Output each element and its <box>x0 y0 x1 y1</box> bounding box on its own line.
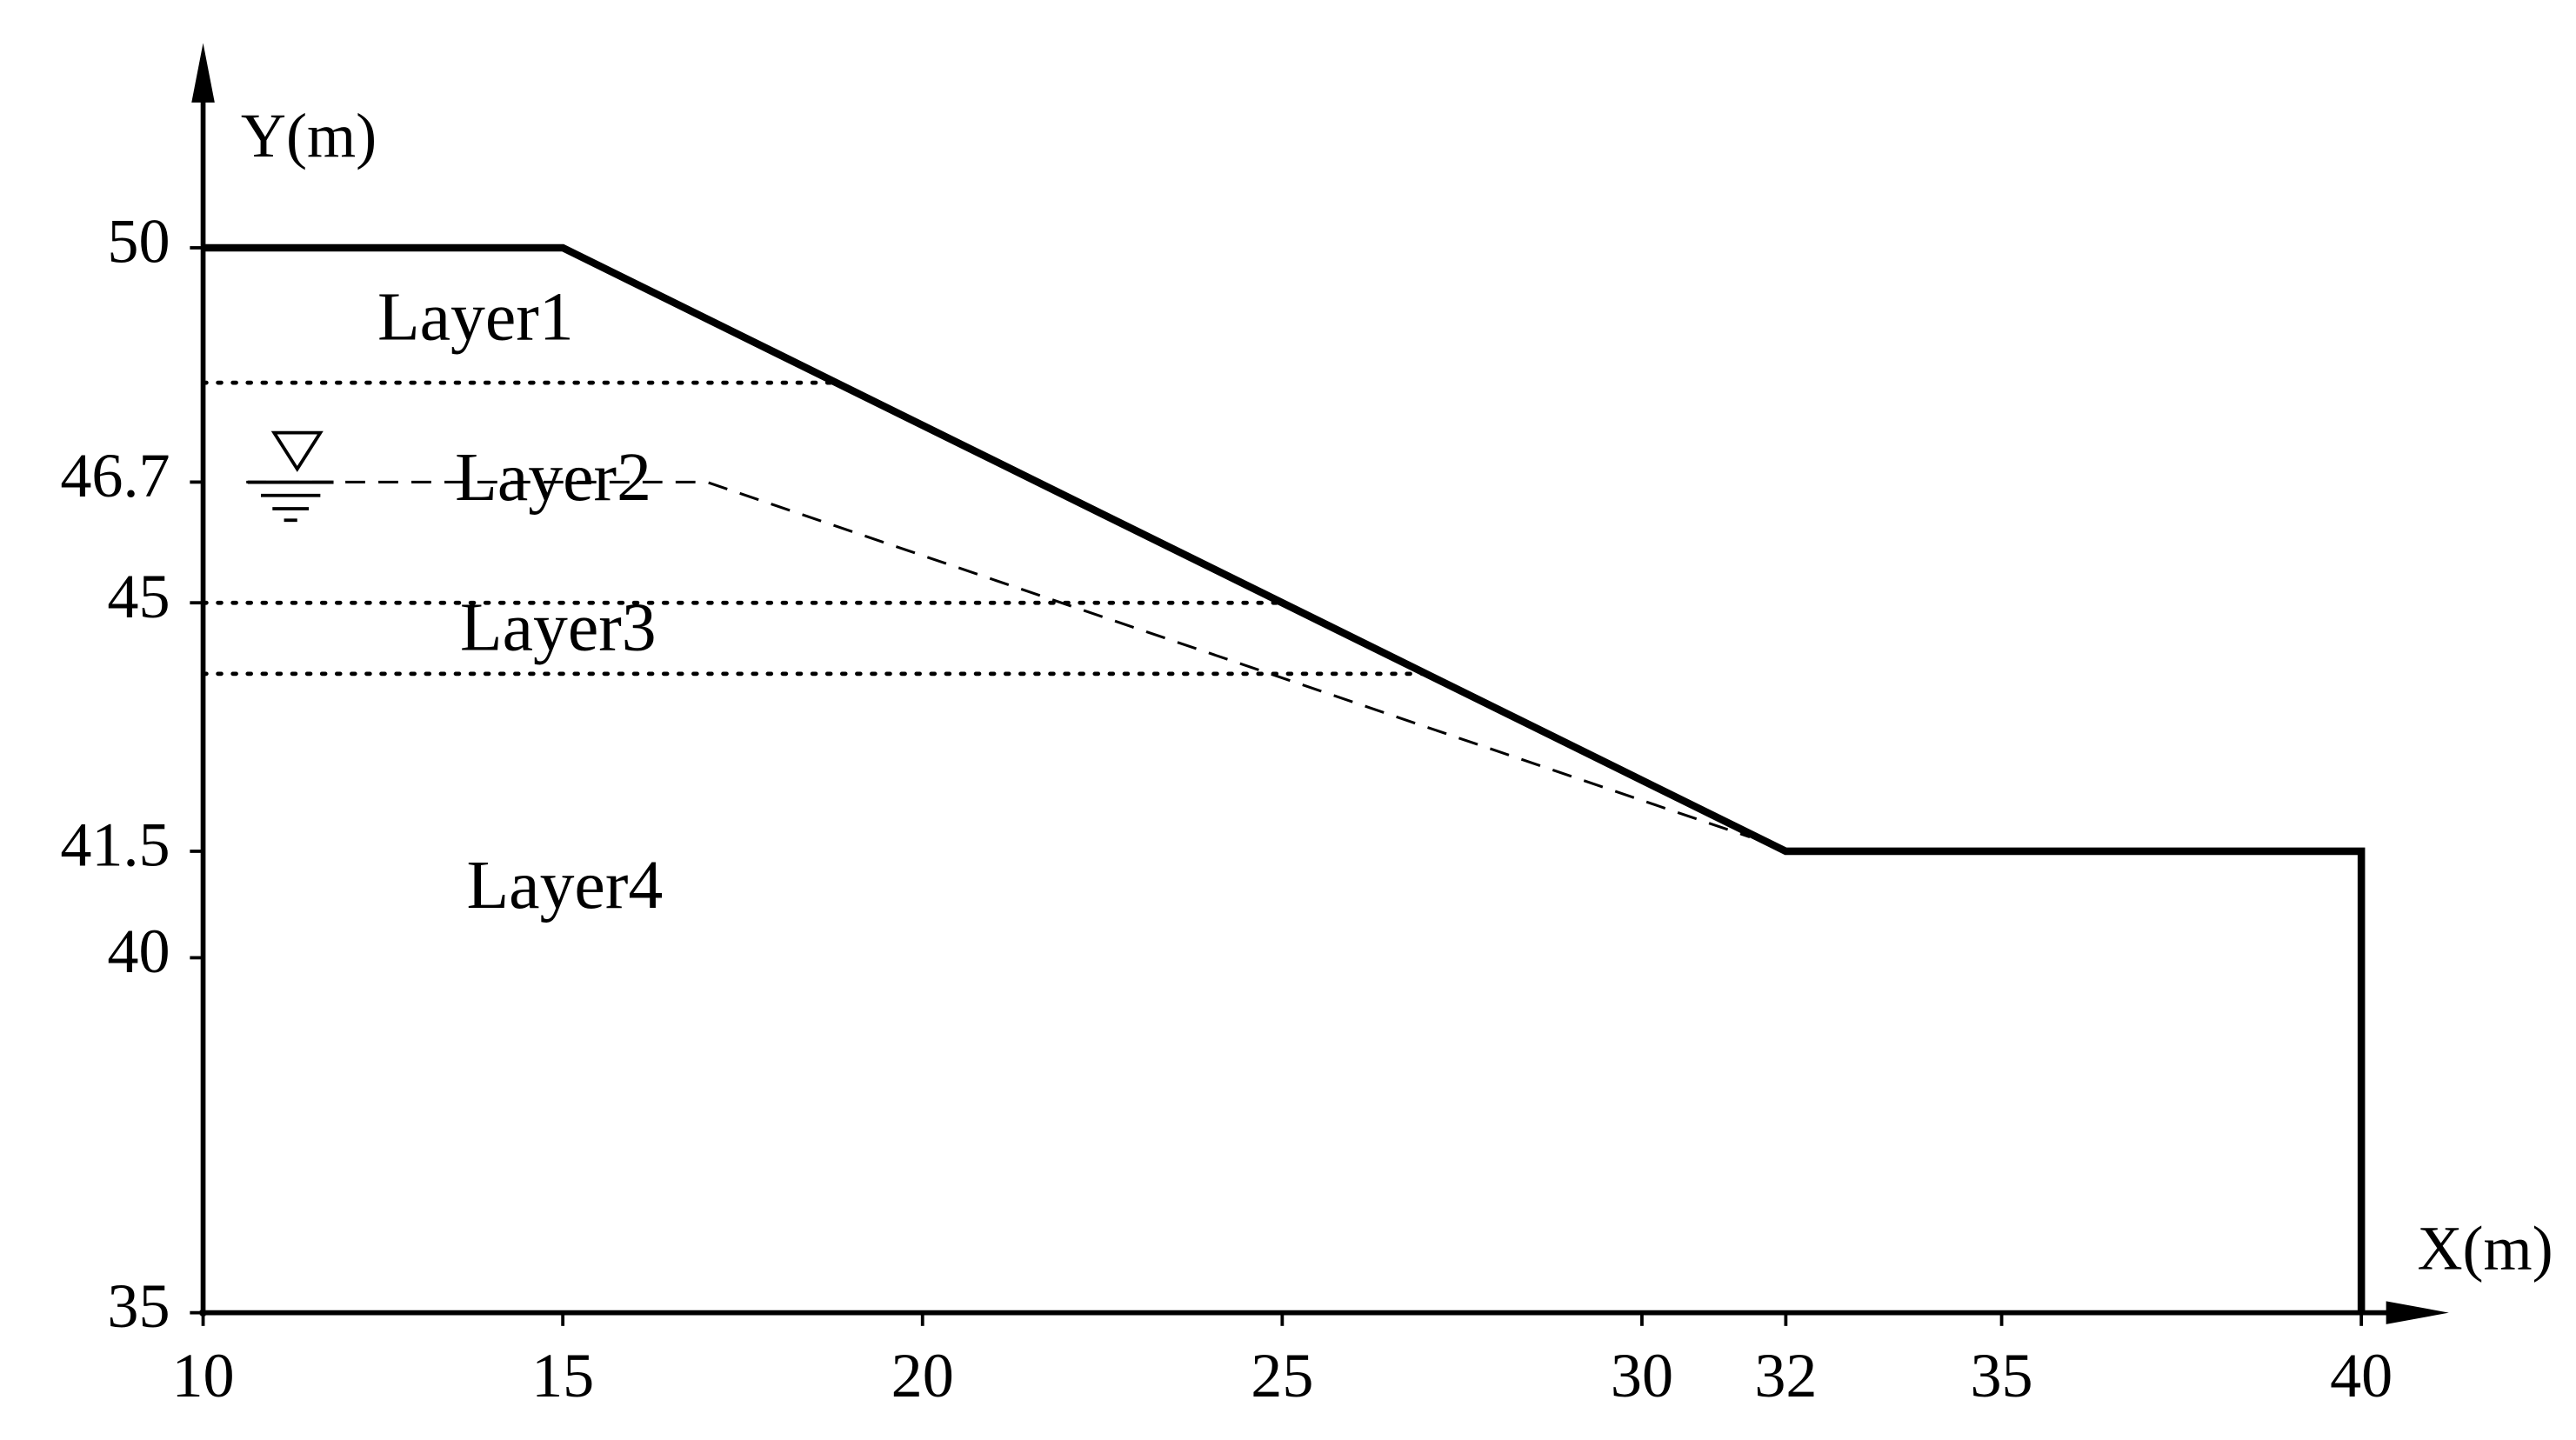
profile-line <box>246 480 1751 839</box>
x-tick-label: 40 <box>2330 1341 2392 1410</box>
y-tick-label: 41.5 <box>60 810 170 880</box>
layer-label: Layer4 <box>466 847 663 923</box>
x-tick-label: 25 <box>1251 1341 1313 1410</box>
y-tick-label: 40 <box>107 917 170 986</box>
y-axis-arrow <box>191 43 215 103</box>
x-tick-label: 10 <box>171 1341 234 1410</box>
x-tick-label: 20 <box>891 1341 954 1410</box>
y-axis-label: Y(m) <box>241 101 377 170</box>
water-table-symbol <box>247 430 334 523</box>
layer-label: Layer2 <box>455 439 651 516</box>
y-tick-label: 35 <box>107 1271 170 1341</box>
x-axis-arrow <box>2386 1301 2449 1324</box>
layer-label: Layer3 <box>460 590 657 666</box>
y-tick-label: 46.7 <box>60 441 170 510</box>
y-tick-label: 45 <box>107 562 170 631</box>
x-tick-label: 15 <box>531 1341 594 1410</box>
layer-label: Layer1 <box>377 279 574 356</box>
x-tick-label: 35 <box>1970 1341 2032 1410</box>
x-axis-label: X(m) <box>2417 1214 2553 1283</box>
profile-line <box>203 243 2366 1313</box>
x-tick-label: 32 <box>1754 1341 1817 1410</box>
y-tick-label: 50 <box>107 207 170 277</box>
x-tick-label: 30 <box>1611 1341 1673 1410</box>
